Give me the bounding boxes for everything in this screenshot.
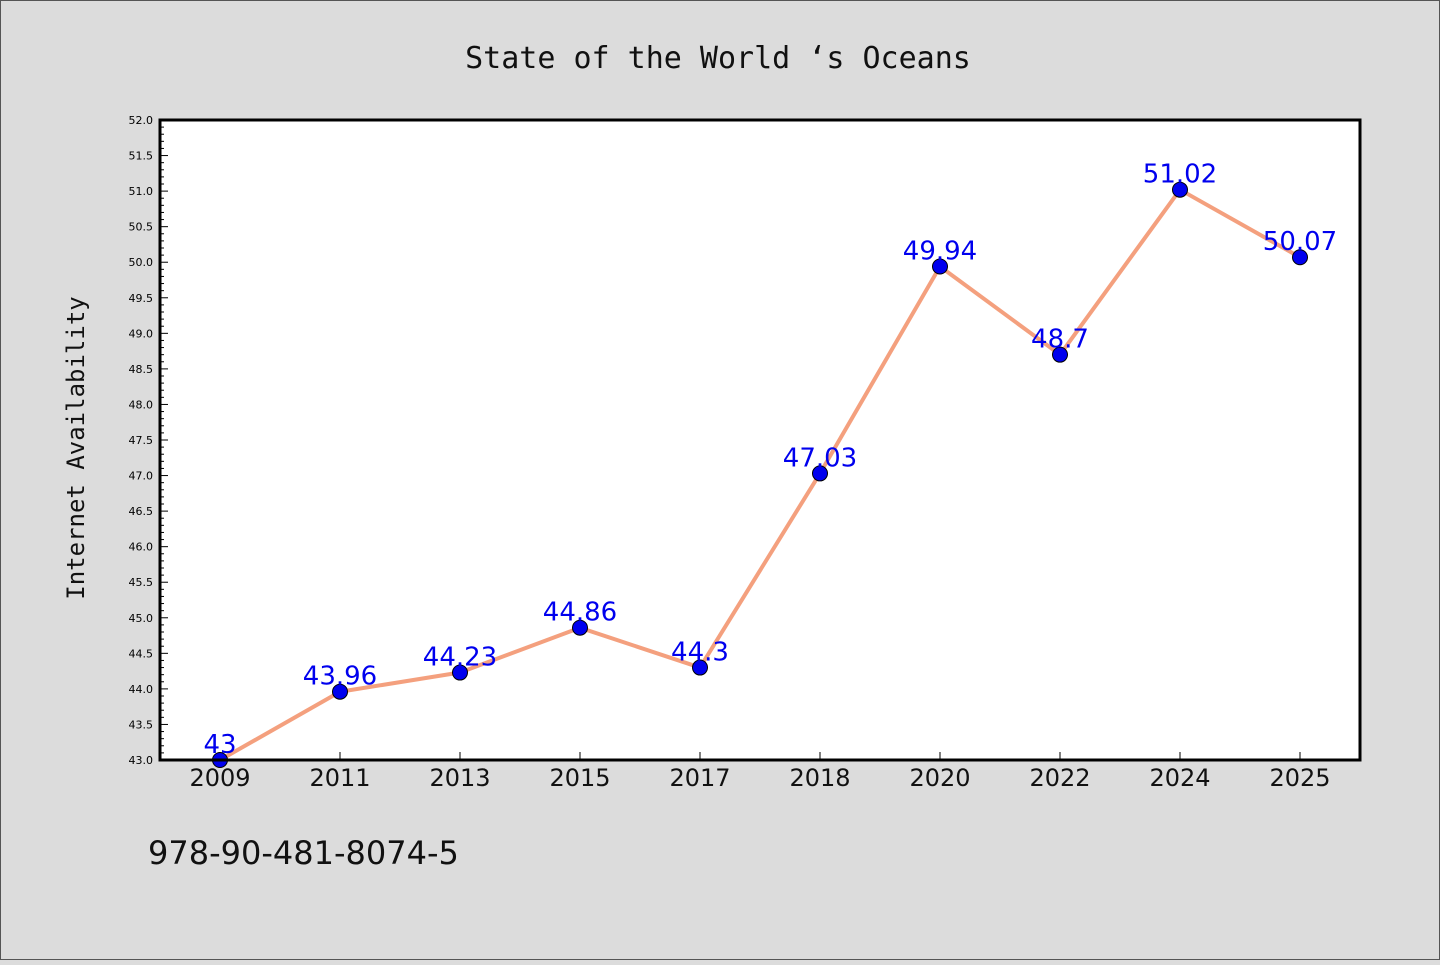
x-tick-label: 2015 [549, 764, 610, 792]
data-label: 48.7 [1031, 325, 1089, 355]
data-label: 49.94 [903, 236, 977, 266]
data-label: 44.3 [671, 638, 729, 668]
series-layer: 43 43.96 44.23 44.86 44.3 47.03 49.94 48.7 51.02… [203, 160, 1337, 768]
y-tick-label: 52.0 [129, 114, 154, 127]
x-tick-label: 2024 [1149, 764, 1210, 792]
y-tick-label: 46.0 [129, 541, 154, 554]
data-point [1172, 181, 1188, 198]
data-label: 50.07 [1263, 227, 1337, 257]
x-tick-label: 2013 [429, 764, 490, 792]
y-tick-label: 49.5 [129, 292, 154, 305]
plot-frame [158, 118, 1362, 762]
y-tick-label: 47.0 [129, 470, 154, 483]
y-tick-label: 44.0 [129, 683, 154, 696]
x-tick-label: 2022 [1029, 764, 1090, 792]
y-tick-label: 43.0 [129, 754, 154, 767]
plot-area [160, 120, 1360, 760]
data-point [932, 258, 948, 275]
y-axis-label: Internet Availability [62, 296, 90, 599]
data-label: 51.02 [1143, 160, 1217, 190]
x-axis: 2009 2011 2013 2015 2017 2018 2020 2022 2024 2025 [189, 752, 1331, 792]
y-tick-label: 45.5 [129, 576, 154, 589]
y-tick-label: 49.0 [129, 327, 154, 340]
data-point [692, 659, 708, 676]
y-tick-label: 50.5 [129, 221, 154, 234]
x-tick-label: 2009 [189, 764, 250, 792]
y-tick-label: 44.5 [129, 647, 154, 660]
y-tick-label: 48.0 [129, 398, 154, 411]
footnote: 978-90-481-8074-5 [148, 834, 459, 872]
y-tick-label: 51.0 [129, 185, 154, 198]
y-tick-label: 51.5 [129, 150, 154, 163]
x-tick-label: 2018 [789, 764, 850, 792]
data-point [572, 619, 588, 636]
data-point [1292, 249, 1308, 266]
data-point [812, 465, 828, 482]
series-line [218, 187, 1302, 762]
data-label: 44.86 [543, 598, 617, 628]
y-tick-label: 45.0 [129, 612, 154, 625]
data-label: 43.96 [303, 662, 377, 692]
y-tick-label: 47.5 [129, 434, 154, 447]
y-axis: 43.0 43.5 44.0 44.5 45.0 45.5 46.0 46.5 47.0 47.5… [129, 114, 168, 767]
data-label: 43 [203, 730, 236, 760]
y-tick-label: 46.5 [129, 505, 154, 518]
x-tick-label: 2020 [909, 764, 970, 792]
data-point [452, 664, 468, 681]
chart-title: State of the World ‘s Oceans [465, 41, 971, 76]
y-tick-label: 48.5 [129, 363, 154, 376]
y-tick-label: 50.0 [129, 256, 154, 269]
x-tick-label: 2025 [1269, 764, 1330, 792]
data-point [332, 683, 348, 700]
x-tick-label: 2017 [669, 764, 730, 792]
x-tick-label: 2011 [309, 764, 370, 792]
data-label: 44.23 [423, 643, 497, 673]
data-point [1052, 346, 1068, 363]
y-tick-label: 43.5 [129, 718, 154, 731]
data-label: 47.03 [783, 443, 857, 473]
